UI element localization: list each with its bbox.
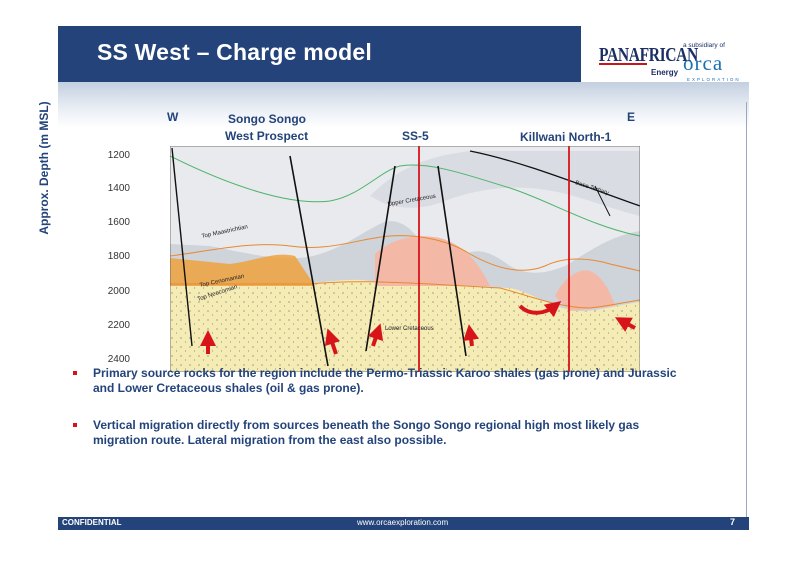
depth-tick: 2000 <box>107 286 130 297</box>
lower-cretaceous-sand <box>170 279 640 372</box>
footer-bar: CONFIDENTIAL www.orcaexploration.com 7 <box>58 517 749 530</box>
y-axis-label: Approx. Depth (m MSL) <box>37 101 51 235</box>
page-number: 7 <box>729 517 735 527</box>
header-gradient <box>58 82 749 128</box>
depth-tick: 1400 <box>107 183 130 194</box>
depth-tick: 2200 <box>107 320 130 331</box>
depth-tick: 1800 <box>107 251 130 262</box>
geological-cross-section: Base Tertiary Upper Cretaceous Top Maast… <box>170 146 640 372</box>
migration-arrow <box>463 324 480 347</box>
bullet-text: Primary source rocks for the region incl… <box>93 366 677 395</box>
horizon-orange-lower <box>170 281 640 309</box>
subsidiary-text: a subsidiary of <box>683 42 725 49</box>
fault-line <box>289 155 329 367</box>
horizon-orange-upper <box>170 235 640 272</box>
bullet-item: Primary source rocks for the region incl… <box>67 366 677 396</box>
fault-line <box>594 185 611 217</box>
bullet-marker <box>73 423 77 427</box>
confidential-label: CONFIDENTIAL <box>62 518 122 527</box>
title-bar: SS West – Charge model <box>58 26 581 82</box>
prospect-label-line2: West Prospect <box>225 129 309 143</box>
energy-logo-text: Energy <box>651 68 679 77</box>
migration-arrow <box>518 301 562 318</box>
direction-east: E <box>627 110 636 124</box>
well-label-ss5: SS-5 <box>402 129 429 143</box>
logo-swoosh <box>599 63 647 65</box>
depth-tick: 2400 <box>107 354 130 365</box>
slide-border <box>746 102 747 529</box>
slide-title: SS West – Charge model <box>97 39 372 65</box>
website-link[interactable]: www.orcaexploration.com <box>357 518 449 527</box>
bullet-list: Primary source rocks for the region incl… <box>67 366 677 463</box>
orca-exploration-text: EXPLORATION <box>687 77 741 82</box>
oil-accumulation-west <box>170 254 315 286</box>
depth-tick: 1200 <box>107 150 130 161</box>
prospect-label-line1: Songo Songo <box>228 112 306 126</box>
horizon-green <box>170 155 640 237</box>
fault-line <box>365 165 396 352</box>
company-logo: PANAFRICAN Energy a subsidiary of orca E… <box>599 40 749 90</box>
depth-tick: 1600 <box>107 217 130 228</box>
horizon-label-lower-cretaceous: Lower Cretaceous <box>385 326 434 332</box>
orca-logo-text: orca <box>683 51 724 75</box>
horizon-base-tertiary <box>469 150 640 207</box>
bullet-item: Vertical migration directly from sources… <box>67 418 677 448</box>
bullet-marker <box>73 371 77 375</box>
migration-arrow <box>367 323 384 347</box>
direction-west: W <box>167 110 179 124</box>
fault-line <box>437 165 467 357</box>
panafrican-logo-text: PANAFRICAN <box>599 44 698 66</box>
bullet-text: Vertical migration directly from sources… <box>93 418 640 447</box>
migration-arrow <box>614 317 636 332</box>
well-label-killwani: Killwani North-1 <box>520 130 612 144</box>
migration-arrow <box>324 328 341 355</box>
gas-accumulation-killwani <box>555 270 615 311</box>
fault-line <box>171 147 193 347</box>
